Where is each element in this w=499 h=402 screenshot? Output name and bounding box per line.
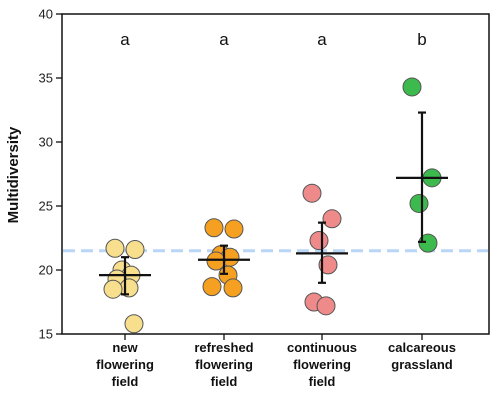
y-axis-label: Multidiversity — [5, 126, 22, 223]
x-category-label: calcareous — [388, 340, 456, 355]
data-point — [105, 238, 125, 258]
x-category-label: field — [211, 374, 238, 389]
y-tick-label: 40 — [39, 7, 53, 22]
x-category-label: flowering — [293, 357, 351, 372]
data-point — [322, 209, 342, 229]
data-point — [223, 278, 243, 298]
data-point — [224, 219, 244, 239]
y-tick-label: 20 — [39, 263, 53, 278]
data-point — [103, 279, 123, 299]
data-point — [409, 193, 429, 213]
x-category-label: flowering — [96, 357, 154, 372]
y-tick-label: 25 — [39, 199, 53, 214]
data-point — [202, 277, 222, 297]
y-tick-label: 15 — [39, 327, 53, 342]
significance-label: a — [317, 30, 327, 49]
significance-label: a — [120, 30, 130, 49]
data-point — [302, 183, 322, 203]
data-point — [318, 255, 338, 275]
x-category-label: field — [112, 374, 139, 389]
x-category-label: new — [112, 340, 138, 355]
plot-area: 15 20 25 30 35 40 a new flowering field a refreshed… — [39, 7, 490, 389]
y-tick-label: 35 — [39, 71, 53, 86]
x-category-label: continuous — [287, 340, 357, 355]
data-point — [124, 314, 144, 334]
plot-frame — [61, 13, 490, 335]
data-point — [204, 218, 224, 238]
x-category-label: refreshed — [194, 340, 253, 355]
data-point — [418, 233, 438, 253]
x-category-label: field — [309, 374, 336, 389]
x-category-label: flowering — [195, 357, 253, 372]
data-point — [206, 251, 226, 271]
data-point — [125, 240, 145, 260]
significance-label: b — [417, 30, 426, 49]
significance-label: a — [219, 30, 229, 49]
data-point — [309, 231, 329, 251]
y-tick-label: 30 — [39, 135, 53, 150]
data-point — [316, 296, 336, 316]
data-point — [402, 77, 422, 97]
x-category-label: grassland — [391, 357, 452, 372]
